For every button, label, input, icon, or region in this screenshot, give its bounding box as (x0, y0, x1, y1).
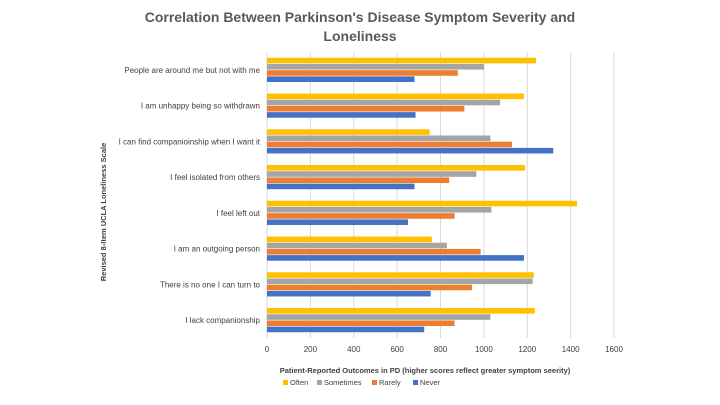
chart-title-line-1: Correlation Between Parkinson's Disease … (145, 9, 575, 25)
bar-often (267, 165, 526, 171)
bar-often (267, 200, 578, 207)
bar-often (267, 272, 534, 278)
bar-sometimes (267, 314, 491, 320)
bar-sometimes (267, 99, 501, 106)
legend-item-often: Often (283, 378, 308, 387)
category-label: There is no one I can turn to (160, 280, 261, 289)
bar-sometimes (267, 135, 491, 142)
bar-rarely (267, 248, 481, 255)
category-label: I am unhappy being so withdrawn (141, 102, 260, 111)
bar-sometimes (267, 171, 477, 177)
category-labels: People are around me but not with me I am… (119, 66, 261, 325)
legend-label: Never (420, 378, 441, 387)
legend-item-rarely: Rarely (372, 378, 401, 387)
bar-never (267, 290, 431, 297)
bar-sometimes (267, 242, 448, 249)
legend-swatch (413, 380, 418, 385)
bar-sometimes (267, 206, 492, 213)
category-label: I feel left out (216, 209, 260, 218)
legend-label: Sometimes (324, 378, 362, 387)
legend-swatch (317, 380, 322, 385)
bar-never (267, 326, 425, 333)
bar-rarely (267, 213, 455, 219)
chart-title-line-2: Loneliness (323, 28, 396, 44)
bar-often (267, 236, 432, 243)
category-label: I feel isolated from others (170, 173, 260, 182)
bar-rarely (267, 320, 455, 327)
legend-item-never: Never (413, 378, 441, 387)
legend-swatch (372, 380, 377, 385)
bar-often (267, 93, 524, 100)
bar-never (267, 183, 415, 190)
category-label: People are around me but not with me (124, 66, 260, 75)
x-tick-label: 0 (265, 345, 270, 354)
bar-never (267, 255, 524, 261)
legend: Often Sometimes Rarely Never (283, 378, 441, 387)
category-label: I can find companioinship when I want it (119, 137, 261, 146)
bar-never (267, 147, 554, 154)
x-tick-label: 200 (304, 345, 318, 354)
bars (267, 57, 578, 333)
y-axis-title: Revised 8-Item UCLA Loneliness Scale (99, 143, 108, 282)
x-tick-label: 800 (434, 345, 448, 354)
x-tick-label: 1400 (562, 345, 580, 354)
bar-sometimes (267, 278, 533, 285)
x-tick-label: 1600 (605, 345, 623, 354)
x-tick-label: 1200 (518, 345, 536, 354)
bar-rarely (267, 70, 458, 76)
x-tick-label: 1000 (475, 345, 493, 354)
legend-swatch (283, 380, 288, 385)
bar-rarely (267, 105, 465, 112)
bar-never (267, 112, 416, 118)
bar-rarely (267, 141, 513, 148)
gridlines (266, 52, 615, 338)
x-tick-labels: 0 200 400 600 800 1000 1200 1400 1600 (265, 345, 624, 354)
bar-rarely (267, 177, 450, 184)
x-tick-label: 400 (347, 345, 361, 354)
bar-often (267, 129, 430, 135)
legend-label: Often (290, 378, 308, 387)
bar-often (267, 57, 536, 64)
category-label: I am an outgoing person (174, 245, 260, 254)
legend-item-sometimes: Sometimes (317, 378, 362, 387)
bar-sometimes (267, 63, 484, 70)
x-axis-title: Patient-Reported Outcomes in PD (higher … (280, 366, 571, 375)
category-label: I lack companionship (185, 316, 260, 325)
bar-never (267, 76, 415, 82)
x-tick-label: 600 (390, 345, 404, 354)
bar-often (267, 308, 535, 314)
bar-rarely (267, 284, 472, 291)
legend-label: Rarely (379, 378, 401, 387)
bar-never (267, 219, 408, 225)
